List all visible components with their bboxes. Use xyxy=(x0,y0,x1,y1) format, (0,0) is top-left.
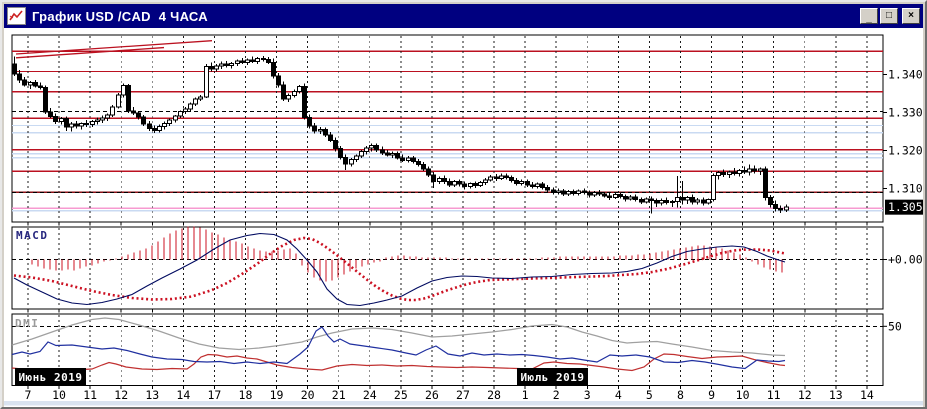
date-label: 13 xyxy=(145,388,159,402)
date-label: 14 xyxy=(860,388,874,402)
dmi-plus-di-line xyxy=(11,353,786,372)
trend-lines xyxy=(15,40,213,59)
date-label: 13 xyxy=(829,388,843,402)
price-levels xyxy=(12,50,883,212)
panel-frames xyxy=(11,34,884,386)
date-label: 7 xyxy=(25,388,32,402)
date-label: 18 xyxy=(239,388,253,402)
date-label: 25 xyxy=(394,388,408,402)
month-label: Июнь 2019 xyxy=(18,371,82,384)
chart-client-area: 1.34001.33001.32001.31001.30517101112131… xyxy=(4,28,923,407)
date-label: 20 xyxy=(301,388,315,402)
dmi-axis-label: 50 xyxy=(888,319,902,333)
minimize-button[interactable]: _ xyxy=(860,8,878,24)
price-chart[interactable]: 1.34001.33001.32001.31001.30517101112131… xyxy=(4,28,923,407)
date-label: 27 xyxy=(456,388,470,402)
dmi-label: DMI xyxy=(15,317,39,330)
date-label: 26 xyxy=(425,388,439,402)
date-label: 28 xyxy=(487,388,501,402)
date-axis: 7 10 11 12 13 14 17 18 19 20 21 24 25 26 27 28 1 2 3 4 5 8 9 10… xyxy=(25,388,874,402)
date-label: 10 xyxy=(52,388,66,402)
close-button[interactable]: × xyxy=(902,8,920,24)
month-label: Июль 2019 xyxy=(520,371,584,384)
bottom-strip xyxy=(4,401,923,406)
date-label: 11 xyxy=(83,388,97,402)
date-label: 4 xyxy=(615,388,622,402)
price-axis-label: 1.3300 xyxy=(888,106,923,120)
macd-panel: MACD +0.000 xyxy=(12,226,923,307)
price-axis: 1.3400 1.3300 1.3200 1.3100 1.3051 xyxy=(883,68,923,215)
date-label: 5 xyxy=(646,388,653,402)
price-axis-label: 1.3200 xyxy=(888,144,923,158)
date-label: 11 xyxy=(767,388,781,402)
window-title: График USD /CAD 4 ЧАСА xyxy=(32,8,208,24)
month-labels: Июнь 2019 Июль 2019 xyxy=(15,368,588,386)
date-label: 12 xyxy=(798,388,812,402)
title-bar[interactable]: График USD /CAD 4 ЧАСА _ □ × xyxy=(4,4,923,28)
maximize-button[interactable]: □ xyxy=(880,8,898,24)
dmi-minus-di-line xyxy=(11,326,786,370)
current-price-label: 1.3051 xyxy=(888,200,923,214)
month-label-box xyxy=(15,368,86,386)
date-label: 12 xyxy=(114,388,128,402)
date-label: 14 xyxy=(176,388,190,402)
date-label: 1 xyxy=(522,388,529,402)
price-axis-label: 1.3100 xyxy=(888,182,923,196)
macd-label: MACD xyxy=(16,229,49,242)
date-label: 2 xyxy=(553,388,560,402)
window-controls: _ □ × xyxy=(860,8,920,24)
date-label: 24 xyxy=(363,388,377,402)
candles xyxy=(12,55,789,214)
chart-line-icon xyxy=(7,7,26,25)
dmi-adx-line xyxy=(11,317,786,357)
month-label-box xyxy=(517,368,588,386)
date-label: 8 xyxy=(677,388,684,402)
macd-axis-label: +0.000 xyxy=(888,253,923,267)
date-label: 17 xyxy=(207,388,221,402)
date-label: 21 xyxy=(332,388,346,402)
date-label: 19 xyxy=(270,388,284,402)
dmi-panel: DMI 50 xyxy=(11,317,902,372)
macd-line xyxy=(13,232,786,307)
date-label: 10 xyxy=(736,388,750,402)
date-label: 3 xyxy=(584,388,591,402)
gridlines xyxy=(27,36,868,389)
current-price-box xyxy=(885,199,923,215)
date-label: 9 xyxy=(708,388,715,402)
price-axis-label: 1.3400 xyxy=(888,68,923,82)
